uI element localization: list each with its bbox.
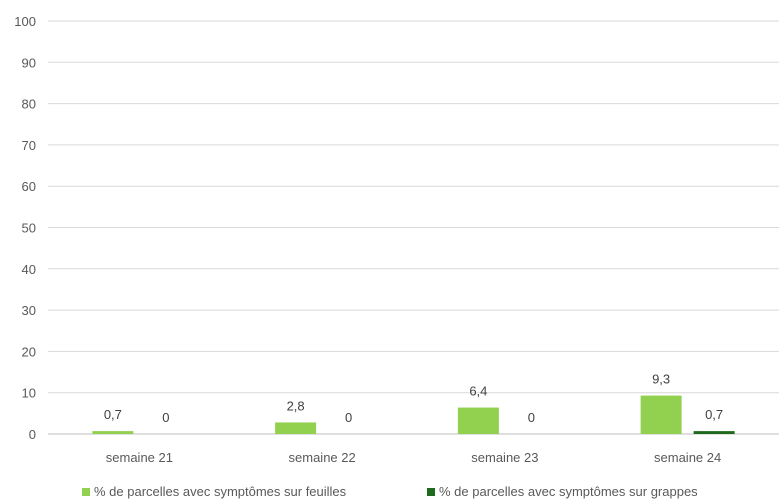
y-tick-label: 0	[29, 427, 36, 442]
x-axis-category-labels: semaine 21 semaine 22 semaine 23 semaine 24	[106, 450, 721, 465]
data-label: 2,8	[287, 398, 305, 413]
data-label: 0	[528, 410, 535, 425]
legend: % de parcelles avec symptômes sur feuill…	[82, 484, 698, 499]
bar-feuilles-semaine-21	[92, 431, 134, 434]
bar-feuilles-semaine-23	[457, 407, 499, 434]
legend-label: % de parcelles avec symptômes sur feuill…	[94, 484, 347, 499]
bar-feuilles-semaine-22	[275, 422, 317, 434]
x-category-label: semaine 22	[289, 450, 356, 465]
data-label: 6,4	[469, 384, 487, 399]
x-category-label: semaine 21	[106, 450, 173, 465]
data-label: 0	[162, 410, 169, 425]
legend-label: % de parcelles avec symptômes sur grappe…	[439, 484, 698, 499]
data-label: 9,3	[652, 372, 670, 387]
y-tick-label: 90	[22, 55, 36, 70]
legend-swatch	[427, 488, 435, 496]
y-tick-label: 100	[14, 14, 36, 29]
y-tick-label: 50	[22, 221, 36, 236]
x-category-label: semaine 24	[654, 450, 721, 465]
x-category-label: semaine 23	[471, 450, 538, 465]
gridlines	[48, 20, 779, 435]
legend-swatch	[82, 488, 90, 496]
bar-feuilles-semaine-24	[640, 395, 682, 434]
y-axis-tick-labels: 0 10 20 30 40 50 60 70 80 90 100	[14, 14, 36, 442]
y-tick-label: 10	[22, 386, 36, 401]
y-tick-label: 60	[22, 179, 36, 194]
data-label: 0	[345, 410, 352, 425]
y-tick-label: 80	[22, 97, 36, 112]
y-tick-label: 30	[22, 303, 36, 318]
data-label: 0,7	[705, 407, 723, 422]
data-labels: 0,7 0 2,8 0 6,4 0 9,3 0,7	[104, 372, 723, 425]
y-tick-label: 70	[22, 138, 36, 153]
data-label: 0,7	[104, 407, 122, 422]
bars	[92, 395, 735, 434]
y-tick-label: 20	[22, 344, 36, 359]
y-tick-label: 40	[22, 262, 36, 277]
bar-grappes-semaine-24	[693, 431, 735, 434]
